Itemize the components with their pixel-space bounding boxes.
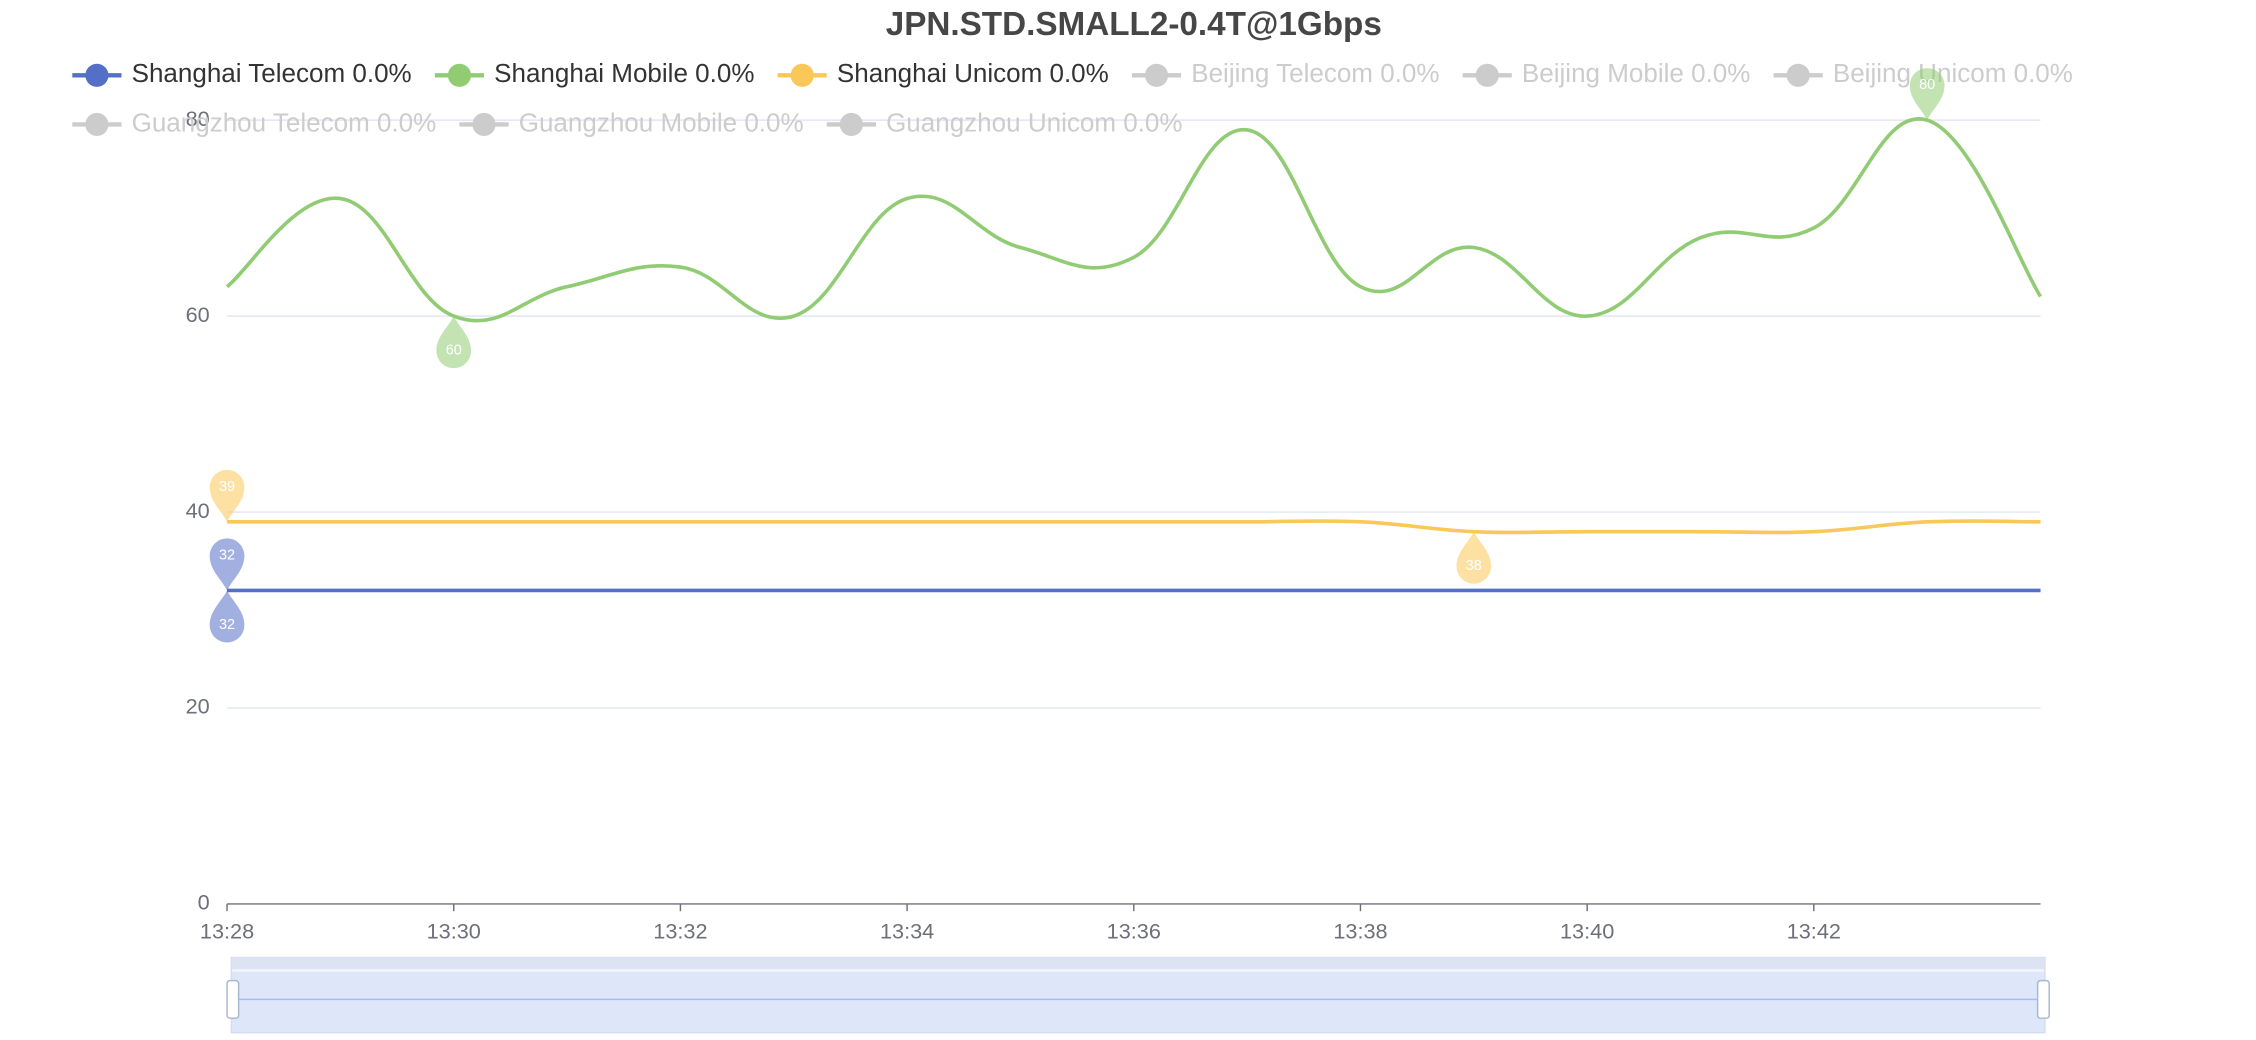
legend-label: Beijing Telecom 0.0% xyxy=(1191,58,1439,88)
y-tick-label: 80 xyxy=(186,106,210,131)
legend-label: Beijing Unicom 0.0% xyxy=(1833,58,2073,88)
x-tick-label: 13:28 xyxy=(200,919,254,944)
chart-title: JPN.STD.SMALL2-0.4T@1Gbps xyxy=(886,6,1382,43)
mark-point xyxy=(209,538,245,591)
legend-label: Shanghai Mobile 0.0% xyxy=(494,58,754,88)
legend-label: Shanghai Unicom 0.0% xyxy=(837,58,1109,88)
legend-item[interactable]: Guangzhou Unicom 0.0% xyxy=(826,107,1183,137)
mark-point xyxy=(1909,68,1945,121)
legend-icon xyxy=(1144,63,1169,87)
legend-item[interactable]: Beijing Mobile 0.0% xyxy=(1462,58,1751,88)
zoom-handle-right[interactable] xyxy=(2036,979,2050,1019)
legend-item[interactable]: Beijing Telecom 0.0% xyxy=(1131,58,1440,88)
legend-item[interactable]: Beijing Unicom 0.0% xyxy=(1773,58,2073,88)
mark-point-label: 80 xyxy=(1919,77,1935,93)
x-tick-label: 13:30 xyxy=(427,919,481,944)
legend-icon xyxy=(85,63,109,87)
legend-label: Shanghai Telecom 0.0% xyxy=(132,58,412,88)
mark-point xyxy=(209,469,245,522)
y-tick-label: 20 xyxy=(186,694,210,719)
mark-point-label: 32 xyxy=(219,617,235,633)
y-tick-label: 40 xyxy=(186,498,210,523)
x-tick-label: 13:36 xyxy=(1107,919,1161,944)
zoom-handle-left[interactable] xyxy=(226,979,240,1019)
mark-point-label: 38 xyxy=(1466,558,1482,574)
legend-icon xyxy=(839,112,863,137)
legend-item[interactable]: Shanghai Telecom 0.0% xyxy=(72,58,412,88)
legend-label: Guangzhou Telecom 0.0% xyxy=(132,107,437,137)
x-tick-label: 13:38 xyxy=(1333,919,1387,944)
legend-item[interactable]: Shanghai Mobile 0.0% xyxy=(434,58,755,88)
legend-label: Guangzhou Mobile 0.0% xyxy=(519,107,804,137)
legend-label: Beijing Mobile 0.0% xyxy=(1522,58,1750,88)
legend-icon xyxy=(472,112,496,137)
mark-point-label: 39 xyxy=(219,479,235,495)
legend-icon xyxy=(1475,63,1499,87)
mark-point-label: 32 xyxy=(219,548,235,564)
x-tick-label: 13:34 xyxy=(880,919,934,944)
legend-icon xyxy=(85,112,109,137)
legend-item[interactable]: Shanghai Unicom 0.0% xyxy=(777,58,1109,88)
legend-icon xyxy=(1786,63,1810,87)
legend-label: Guangzhou Unicom 0.0% xyxy=(886,107,1182,137)
zoom-window xyxy=(231,971,2045,1033)
mark-point-label: 60 xyxy=(446,343,462,359)
y-tick-label: 0 xyxy=(198,890,210,915)
legend-item[interactable]: Guangzhou Mobile 0.0% xyxy=(459,107,804,137)
zoom-bar xyxy=(231,957,2045,970)
mark-point xyxy=(1456,531,1492,584)
series-line xyxy=(225,117,2043,323)
data-zoom[interactable] xyxy=(226,956,2050,1034)
legend-icon xyxy=(447,63,472,87)
x-tick-label: 13:42 xyxy=(1787,919,1841,944)
legend-item[interactable]: Guangzhou Telecom 0.0% xyxy=(72,107,436,137)
x-tick-label: 13:40 xyxy=(1560,919,1614,944)
mark-point xyxy=(209,590,245,643)
series-line xyxy=(227,519,2041,535)
y-tick-label: 60 xyxy=(186,302,210,327)
mark-point xyxy=(436,316,472,369)
legend-icon xyxy=(790,63,814,87)
x-tick-label: 13:32 xyxy=(653,919,707,944)
